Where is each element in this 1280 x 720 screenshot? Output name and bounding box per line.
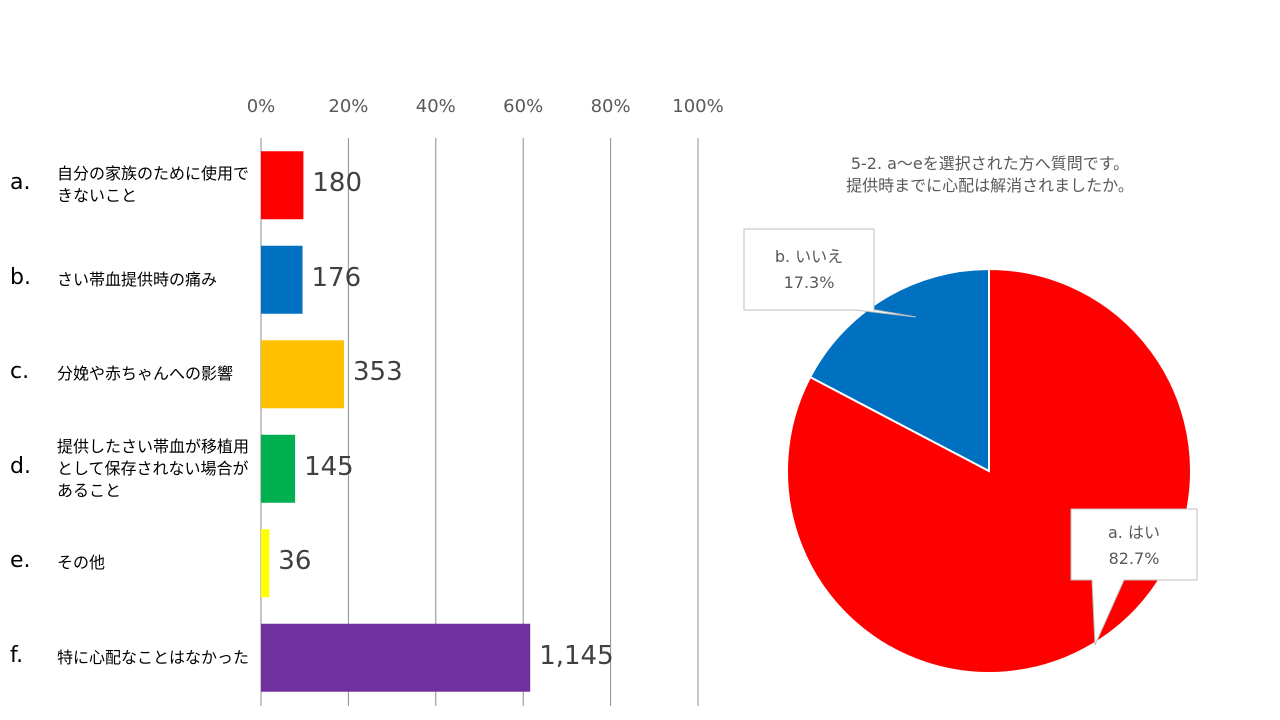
category-letter: e. bbox=[10, 548, 31, 574]
callout-no-label: b. いいえ bbox=[774, 247, 844, 266]
data-label: 180 bbox=[312, 168, 363, 199]
pie-slice bbox=[808, 267, 990, 473]
x-tick-label: 80% bbox=[590, 96, 631, 117]
callout-no-value: 17.3% bbox=[783, 273, 835, 292]
x-tick-label: 40% bbox=[415, 96, 456, 117]
category-label: さい帯血提供時の痛み bbox=[57, 269, 218, 289]
data-label: 145 bbox=[304, 451, 354, 482]
callout-yes-label: a. はい bbox=[1108, 523, 1160, 542]
category-label: 分娩や赤ちゃんへの影響 bbox=[57, 364, 234, 384]
category-letter: c. bbox=[10, 359, 30, 385]
data-label: 353 bbox=[353, 357, 403, 388]
callout-yes: a. はい 82.7% bbox=[1071, 520, 1197, 572]
category-label: 特に心配なことはなかった bbox=[57, 647, 250, 667]
pie-title-line-2: 提供時までに心配は解消されましたか。 bbox=[846, 176, 1134, 195]
category-label: 提供したさい帯血が移植用として保存されない場合があること bbox=[57, 436, 250, 500]
callout-no: b. いいえ 17.3% bbox=[744, 244, 874, 296]
bar bbox=[261, 340, 345, 409]
category-letter: d. bbox=[10, 453, 31, 479]
data-label: 176 bbox=[311, 262, 362, 293]
pie-chart-title: 5-2. a〜eを選択された方へ質問です。 提供時までに心配は解消されましたか。 bbox=[740, 153, 1240, 197]
category-letter: b. bbox=[10, 264, 31, 290]
category-letter: f. bbox=[10, 642, 24, 668]
bar bbox=[261, 151, 304, 220]
x-tick-label: 60% bbox=[503, 96, 544, 117]
bar bbox=[261, 434, 296, 503]
category-letter: a. bbox=[10, 170, 31, 196]
bar bbox=[261, 623, 531, 692]
pie-title-line-1: 5-2. a〜eを選択された方へ質問です。 bbox=[850, 154, 1130, 173]
data-label: 1,145 bbox=[539, 640, 614, 671]
data-label: 36 bbox=[278, 546, 312, 577]
callout-yes-value: 82.7% bbox=[1108, 549, 1160, 568]
bar bbox=[261, 245, 303, 314]
callout-no-box bbox=[743, 228, 917, 318]
x-tick-label: 0% bbox=[246, 96, 276, 117]
category-label: その他 bbox=[57, 553, 106, 573]
category-label: 自分の家族のために使用できないこと bbox=[57, 164, 250, 206]
x-tick-label: 20% bbox=[328, 96, 369, 117]
callout-yes-box bbox=[1070, 508, 1198, 646]
x-tick-label: 100% bbox=[672, 96, 724, 117]
bar bbox=[261, 529, 270, 598]
